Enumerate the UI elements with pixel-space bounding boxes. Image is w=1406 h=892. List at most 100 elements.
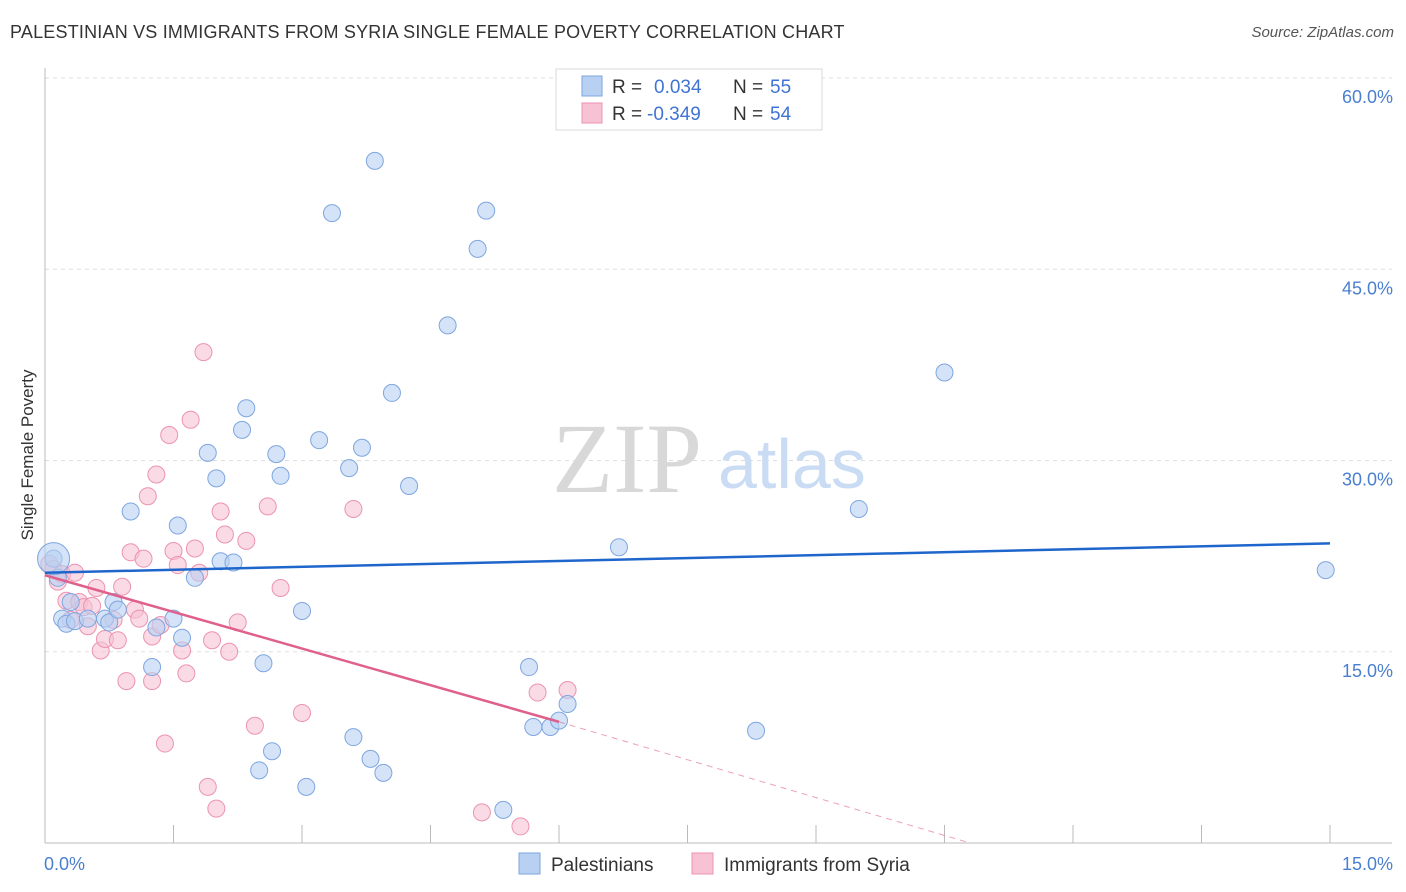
data-point <box>147 465 166 484</box>
data-point <box>263 742 282 761</box>
data-point <box>117 672 136 691</box>
legend-r-label: R = <box>612 104 642 125</box>
data-point <box>310 431 329 450</box>
data-point <box>130 609 149 628</box>
data-point <box>344 499 363 518</box>
source-label: Source: ZipAtlas.com <box>1251 24 1394 41</box>
data-point <box>258 497 277 516</box>
watermark-atlas: atlas <box>718 425 866 503</box>
data-point <box>224 553 243 572</box>
legend-swatch-syria <box>581 102 603 124</box>
legend-n-value: 54 <box>770 104 792 125</box>
data-point <box>203 631 222 650</box>
data-point <box>271 466 290 485</box>
data-point <box>322 204 341 223</box>
data-point <box>250 761 269 780</box>
watermark-zip: ZIP <box>552 403 702 514</box>
data-point <box>382 383 401 402</box>
data-point <box>168 516 187 535</box>
trend-line-pink <box>44 574 560 724</box>
data-point <box>237 531 256 550</box>
data-point <box>113 577 132 596</box>
data-point <box>438 316 457 335</box>
bottom-legend-syria: Immigrants from Syria <box>724 855 910 876</box>
series-palestinians <box>37 151 1335 819</box>
data-point <box>245 716 264 735</box>
data-point <box>177 664 196 683</box>
data-point <box>524 717 543 736</box>
data-point <box>293 703 311 722</box>
data-point <box>477 201 496 220</box>
legend-r-value: 0.034 <box>654 77 702 98</box>
data-point <box>143 658 162 677</box>
data-point <box>361 749 380 768</box>
data-point <box>494 800 513 819</box>
data-point <box>747 721 766 740</box>
data-point <box>155 734 174 753</box>
data-point <box>271 579 290 597</box>
data-point <box>1316 561 1335 580</box>
data-point <box>254 654 273 673</box>
y-tick-label: 60.0% <box>1342 87 1393 107</box>
data-point <box>237 399 256 418</box>
data-point <box>293 601 311 620</box>
trend-lines <box>44 542 1331 844</box>
bottom-legend-swatch-palestinians <box>518 852 541 875</box>
y-axis-label: Single Female Poverty <box>18 369 37 541</box>
data-point <box>297 777 316 796</box>
data-point <box>511 817 530 836</box>
chart-title: PALESTINIAN VS IMMIGRANTS FROM SYRIA SIN… <box>10 22 845 42</box>
data-point <box>215 525 234 544</box>
data-point-large <box>37 542 71 576</box>
legend-r-label: R = <box>612 77 642 98</box>
data-point <box>78 609 97 628</box>
legend-swatch-palestinians <box>581 75 603 97</box>
data-point <box>472 803 491 822</box>
y-tick-label: 30.0% <box>1342 470 1393 490</box>
bottom-legend-palestinians: Palestinians <box>551 855 653 876</box>
data-point <box>185 539 204 558</box>
legend-n-label: N = <box>733 104 763 125</box>
legend-n-label: N = <box>733 77 763 98</box>
legend-r-value: -0.349 <box>647 104 701 125</box>
bottom-legend-swatch-syria <box>691 852 714 875</box>
data-point <box>207 799 226 818</box>
trend-line-extension <box>558 721 971 844</box>
series-immigrants-from-syria <box>40 343 577 836</box>
data-point <box>528 683 547 702</box>
data-point <box>400 477 419 495</box>
data-point <box>108 631 127 650</box>
data-point <box>160 426 179 444</box>
data-point <box>134 549 153 568</box>
data-point <box>520 658 539 677</box>
data-point <box>849 499 868 518</box>
data-point <box>935 363 954 382</box>
legend: R = 0.034 N = 55 R = -0.349 N = 54 <box>555 68 823 131</box>
data-point <box>267 445 286 464</box>
y-tick-label: 45.0% <box>1342 278 1393 298</box>
x-tick-label: 15.0% <box>1342 854 1393 874</box>
y-tick-labels: 15.0% 30.0% 45.0% 60.0% <box>1342 87 1393 681</box>
grid <box>45 77 1392 653</box>
data-point <box>121 502 140 521</box>
data-point <box>233 420 252 439</box>
data-point <box>468 239 487 258</box>
data-point <box>207 469 226 488</box>
data-point <box>340 459 359 478</box>
data-point <box>211 502 230 521</box>
data-point <box>100 613 119 632</box>
data-point <box>194 343 213 362</box>
data-point <box>173 628 192 647</box>
data-point <box>352 438 371 457</box>
data-point <box>185 568 204 587</box>
data-point <box>365 151 384 170</box>
x-tick-label: 0.0% <box>44 854 85 874</box>
data-point <box>609 538 628 557</box>
data-point <box>344 728 363 747</box>
data-point <box>198 777 217 796</box>
data-point <box>61 593 80 612</box>
data-point <box>558 695 577 714</box>
data-point <box>138 487 157 506</box>
data-point <box>220 642 239 661</box>
